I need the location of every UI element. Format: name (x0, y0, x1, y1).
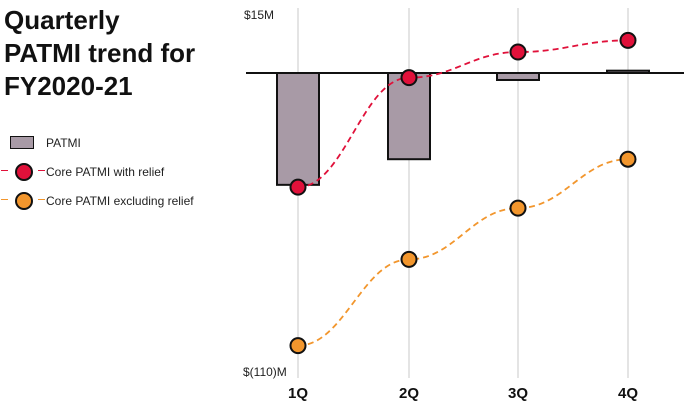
point-core-excluding-relief (509, 199, 527, 217)
point-core-excluding-relief (400, 250, 418, 268)
bar-patmi (387, 72, 431, 161)
y-tick-label-top: $15M (244, 8, 274, 22)
bar-patmi (606, 69, 650, 74)
legend-swatch-bar (0, 128, 46, 157)
legend-label: PATMI (46, 135, 81, 150)
x-category-label: 1Q (288, 385, 308, 402)
line-core-with-relief (297, 39, 629, 189)
point-core-with-relief (509, 43, 527, 61)
legend-label: Core PATMI with relief (46, 164, 165, 179)
chart-title: Quarterly PATMI trend for FY2020-21 (4, 5, 196, 101)
x-category-label: 2Q (399, 385, 419, 402)
legend-swatch-line-orange (0, 186, 46, 215)
legend-item-patmi: PATMI (0, 128, 240, 157)
chart-legend: PATMI Core PATMI with relief Core PATMI … (0, 128, 240, 215)
point-core-with-relief (289, 178, 307, 196)
point-core-excluding-relief (619, 150, 637, 168)
x-category-label: 4Q (618, 385, 638, 402)
legend-label: Core PATMI excluding relief (46, 193, 194, 208)
point-core-with-relief (400, 69, 418, 87)
x-category-label: 3Q (508, 385, 528, 402)
point-core-with-relief (619, 31, 637, 49)
bar-patmi (496, 72, 540, 81)
legend-item-core-excluding-relief: Core PATMI excluding relief (0, 186, 240, 215)
y-tick-label-bottom: $(110)M (243, 365, 287, 379)
point-core-excluding-relief (289, 337, 307, 355)
legend-swatch-line-red (0, 157, 46, 186)
line-core-excluding-relief (297, 158, 629, 347)
bar-patmi (276, 72, 320, 186)
legend-item-core-with-relief: Core PATMI with relief (0, 157, 240, 186)
